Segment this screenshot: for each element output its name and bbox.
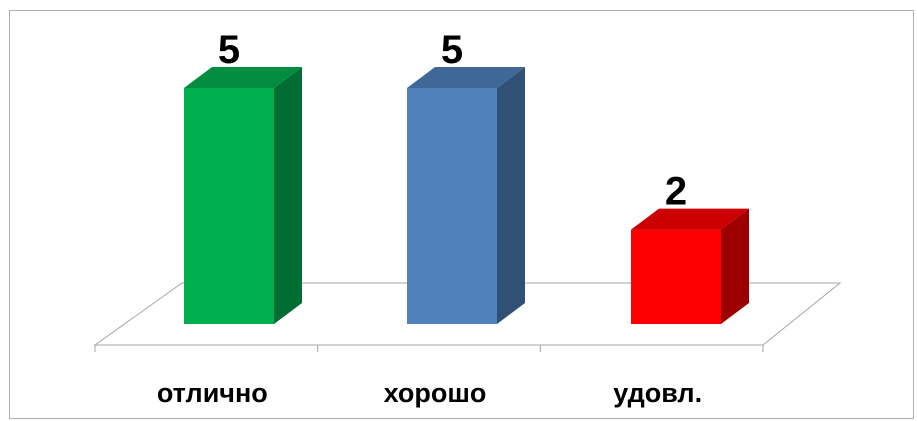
category-label-2: хорошо xyxy=(384,378,487,408)
data-label-2: 5 xyxy=(441,28,463,72)
bar-side-face xyxy=(497,67,525,324)
x-axis xyxy=(94,345,764,352)
bar-2 xyxy=(407,67,525,324)
labels-group: 5 отлично 5 хорошо 2 удовл. xyxy=(157,28,702,408)
data-label-1: 5 xyxy=(218,28,240,72)
data-label-3: 2 xyxy=(665,170,687,214)
bar-front-face xyxy=(631,229,721,324)
category-label-3: удовл. xyxy=(613,378,702,408)
bar-front-face xyxy=(184,88,274,324)
bars-group xyxy=(184,67,749,324)
bar-top-face xyxy=(184,67,302,88)
bar-top-face xyxy=(631,208,749,230)
bar-front-face xyxy=(407,88,497,324)
bar-side-face xyxy=(721,208,749,324)
bar-3 xyxy=(631,208,749,324)
category-label-1: отлично xyxy=(157,378,268,408)
bar-1 xyxy=(184,67,302,324)
bar-top-face xyxy=(407,67,525,88)
bar-side-face xyxy=(274,67,302,324)
